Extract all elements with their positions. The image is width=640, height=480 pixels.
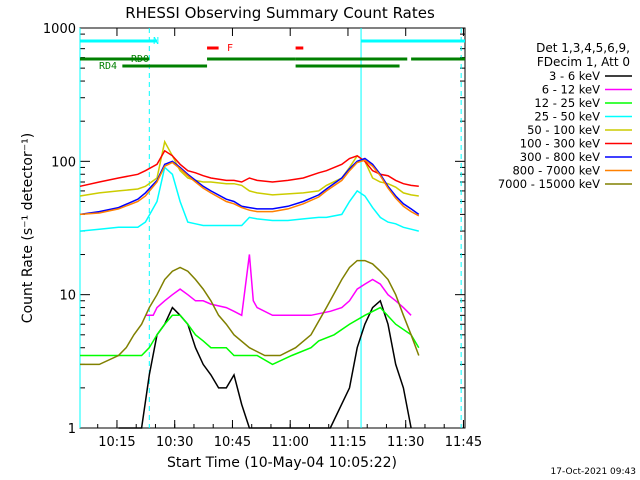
series-line-8 [80,259,420,366]
y-tick-label: 100 [51,155,76,170]
series-line-1 [145,254,412,317]
legend-label: 25 - 50 keV [534,110,600,124]
y-tick-label: 1 [68,422,76,437]
marker-label-f: F [227,43,233,54]
series-line-3 [79,165,419,232]
chart-title: RHESSI Observing Summary Count Rates [125,4,435,22]
legend-label: 7000 - 15000 keV [498,177,600,191]
marker-label-n: N [153,36,159,47]
x-axis-label: Start Time (10-May-04 10:05:22) [167,455,397,471]
series-line-0 [118,299,412,429]
legend-label: 3 - 6 keV [549,69,600,83]
x-tick-label: 10:30 [156,435,193,450]
marker-label-rd0: RD0 [131,54,149,65]
legend-label: 50 - 100 keV [527,123,600,137]
x-tick-label: 11:00 [271,435,308,450]
y-tick-label: 10 [59,289,76,304]
x-tick-label: 11:30 [387,435,424,450]
series-line-7 [79,159,420,217]
x-tick-label: 10:15 [98,435,135,450]
y-tick-label: 1000 [43,22,76,37]
series-line-4 [79,139,419,197]
footer-timestamp: 17-Oct-2021 09:43 [551,467,636,477]
observing-markers: N F RD0 RD4 [79,28,465,428]
legend: Det 1,3,4,5,6,9, FDecim 1, Att 0 3 - 6 k… [498,41,632,191]
x-tick-label: 11:45 [445,435,482,450]
legend-label: 12 - 25 keV [534,96,600,110]
y-axis-label: Count Rate (s⁻¹ detector⁻¹) [20,133,36,323]
series-line-2 [80,306,420,366]
series-lines [79,139,420,429]
series-line-6 [79,157,420,216]
marker-label-rd4: RD4 [99,61,117,72]
axis-ticks: 10:15 10:30 10:45 11:00 11:15 11:30 11:45 1 10 10… [43,22,482,450]
legend-label: 6 - 12 keV [542,83,600,97]
x-tick-label: 11:15 [329,435,366,450]
legend-header-line-2: FDecim 1, Att 0 [537,55,630,69]
legend-label: 100 - 300 keV [520,137,600,151]
series-line-5 [79,149,419,188]
legend-label: 800 - 7000 keV [512,164,600,178]
x-tick-label: 10:45 [214,435,251,450]
legend-label: 300 - 800 keV [520,150,600,164]
legend-header-line-1: Det 1,3,4,5,6,9, [536,41,630,55]
